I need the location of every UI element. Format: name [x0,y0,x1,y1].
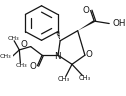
Text: O: O [21,40,28,49]
Text: CH₃: CH₃ [58,76,70,82]
Text: OH: OH [112,19,126,28]
Text: CH₃: CH₃ [8,36,19,41]
Text: O: O [85,50,92,59]
Text: O: O [29,62,36,71]
Polygon shape [78,20,95,31]
Text: O: O [82,6,89,15]
Text: N: N [54,52,61,61]
Text: CH₃: CH₃ [16,63,28,68]
Text: CH₃: CH₃ [0,54,12,59]
Text: CH₃: CH₃ [79,75,91,81]
